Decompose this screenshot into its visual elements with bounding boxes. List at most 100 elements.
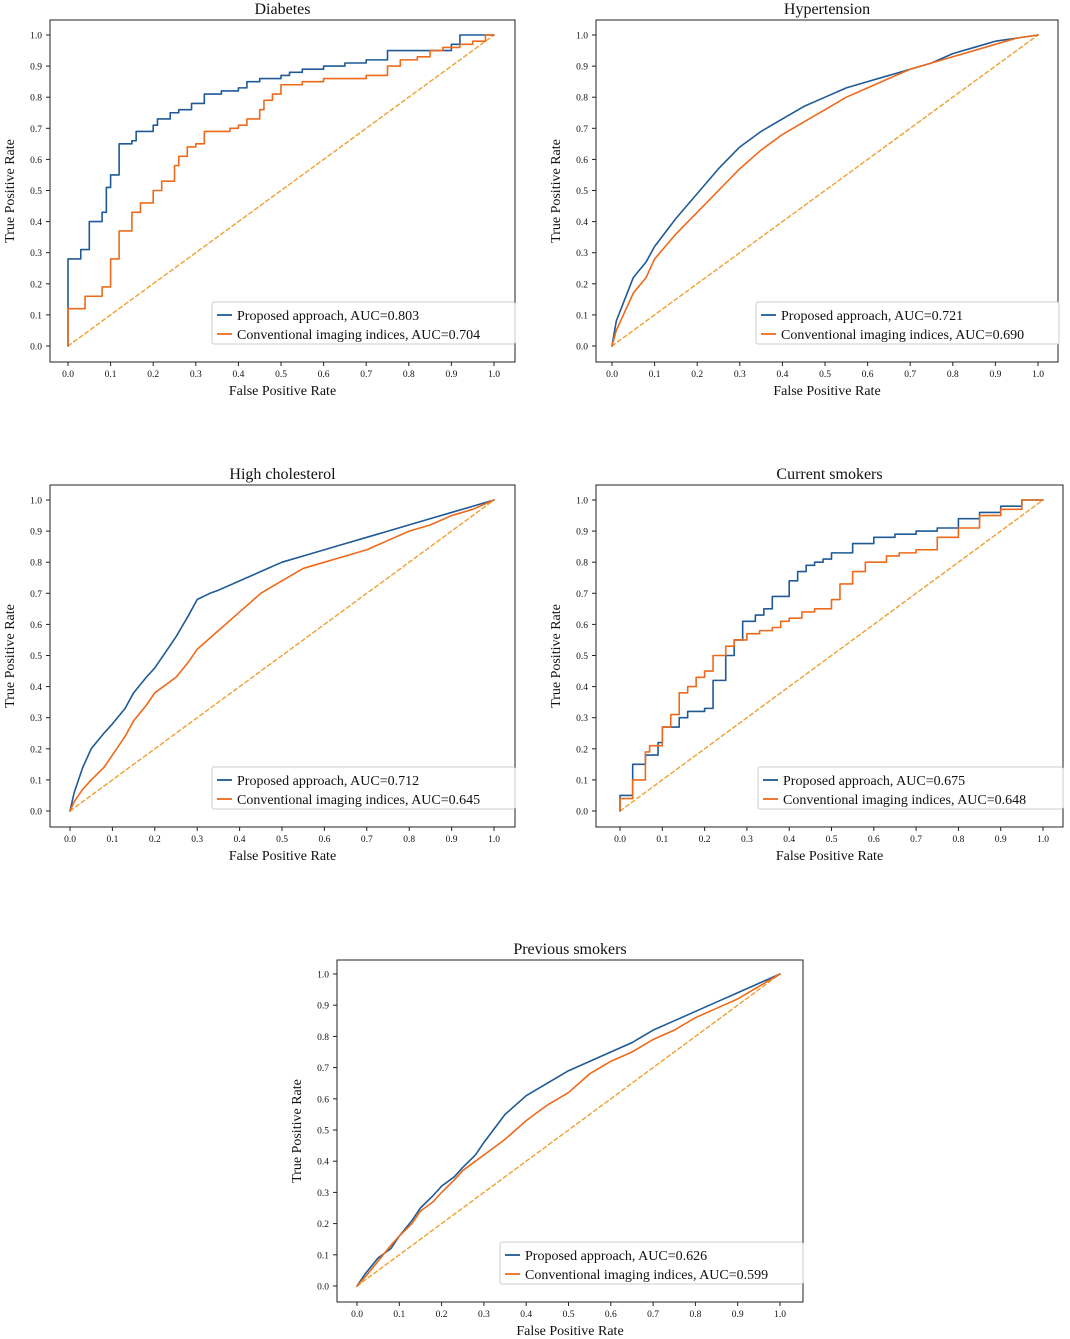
x-tick-label: 0.0 <box>62 370 74 380</box>
x-tick-label: 0.0 <box>614 835 626 845</box>
x-axis-label: False Positive Rate <box>229 384 336 399</box>
x-tick-label: 0.1 <box>105 370 117 380</box>
legend-entry: Proposed approach, AUC=0.803 <box>237 309 419 324</box>
legend-entry: Proposed approach, AUC=0.712 <box>237 774 419 789</box>
y-tick-label: 0.6 <box>576 621 588 631</box>
proposed-approach-curve <box>611 34 1039 347</box>
legend-box <box>211 766 516 810</box>
y-tick-label: 0.2 <box>30 280 42 290</box>
y-tick-label: 0.3 <box>30 249 42 259</box>
conventional-indices-curve <box>611 34 1039 347</box>
y-tick-label: 0.6 <box>30 621 42 631</box>
x-tick-label: 0.0 <box>351 1310 363 1320</box>
x-tick-label: 1.0 <box>1037 835 1049 845</box>
y-tick-label: 0.1 <box>30 311 42 321</box>
y-tick-label: 0.7 <box>576 125 588 135</box>
proposed-approach-curve <box>69 499 495 812</box>
y-tick-label: 0.7 <box>576 590 588 600</box>
x-tick-label: 0.2 <box>699 835 711 845</box>
y-tick-label: 0.2 <box>576 745 588 755</box>
y-tick-label: 1.0 <box>576 32 588 42</box>
x-tick-label: 1.0 <box>774 1310 786 1320</box>
legend-entry: Proposed approach, AUC=0.675 <box>783 774 965 789</box>
legend-box <box>757 766 1064 810</box>
x-tick-label: 1.0 <box>488 835 500 845</box>
chance-diagonal-line <box>69 499 495 812</box>
y-tick-label: 0.8 <box>30 559 42 569</box>
x-tick-label: 0.8 <box>403 835 415 845</box>
x-tick-label: 0.5 <box>275 370 287 380</box>
chart-title: High cholesterol <box>229 466 336 483</box>
chance-diagonal-line <box>619 499 1044 812</box>
y-axis-label: True Positive Rate <box>549 604 564 708</box>
y-tick-label: 0.0 <box>576 808 588 818</box>
x-tick-label: 0.5 <box>563 1310 575 1320</box>
x-tick-label: 0.0 <box>64 835 76 845</box>
chart-title: Hypertension <box>784 1 870 18</box>
x-tick-label: 0.3 <box>741 835 753 845</box>
legend-box <box>755 301 1060 345</box>
y-tick-label: 0.1 <box>576 311 588 321</box>
legend-entry: Conventional imaging indices, AUC=0.648 <box>783 793 1026 808</box>
y-tick-label: 0.3 <box>317 1189 329 1199</box>
y-tick-label: 0.5 <box>30 187 42 197</box>
y-tick-label: 0.0 <box>30 808 42 818</box>
x-tick-label: 0.4 <box>234 835 246 845</box>
y-tick-label: 0.1 <box>317 1251 329 1261</box>
x-tick-label: 0.7 <box>904 370 916 380</box>
x-tick-label: 0.7 <box>360 370 372 380</box>
x-tick-label: 0.2 <box>147 370 159 380</box>
y-tick-label: 0.9 <box>576 528 588 538</box>
x-tick-label: 0.4 <box>783 835 795 845</box>
y-tick-label: 0.6 <box>30 156 42 166</box>
roc-panel: Previous smokers 0.0 0.1 0.2 0.3 0.4 0.5 0.6 0.7… <box>290 941 804 1339</box>
y-axis-label: True Positive Rate <box>290 1079 305 1183</box>
x-tick-label: 0.4 <box>232 370 244 380</box>
chance-diagonal-line <box>356 973 781 1287</box>
roc-panel: Diabetes 0.0 0.1 0.2 0.3 0.4 0.5 0.6 0.7 0.8 0.9 1.… <box>3 1 516 399</box>
plot-frame <box>336 959 804 1303</box>
x-tick-label: 0.2 <box>436 1310 448 1320</box>
x-tick-label: 0.6 <box>862 370 874 380</box>
conventional-indices-curve <box>619 499 1044 812</box>
x-tick-label: 0.9 <box>732 1310 744 1320</box>
y-tick-label: 0.0 <box>576 343 588 353</box>
y-tick-label: 0.4 <box>317 1158 329 1168</box>
x-tick-label: 0.3 <box>190 370 202 380</box>
y-tick-label: 0.4 <box>30 683 42 693</box>
x-tick-label: 0.0 <box>606 370 618 380</box>
y-tick-label: 0.4 <box>576 218 588 228</box>
x-tick-label: 0.6 <box>318 370 330 380</box>
x-tick-label: 0.4 <box>520 1310 532 1320</box>
y-tick-label: 0.0 <box>30 343 42 353</box>
proposed-approach-curve <box>67 34 495 347</box>
x-tick-label: 0.6 <box>605 1310 617 1320</box>
x-tick-label: 0.2 <box>691 370 703 380</box>
y-tick-label: 0.2 <box>576 280 588 290</box>
roc-panel: Current smokers 0.0 0.1 0.2 0.3 0.4 0.5 0.6 0.7 0… <box>549 466 1064 864</box>
x-tick-label: 0.9 <box>989 370 1001 380</box>
chance-diagonal-line <box>67 34 495 347</box>
x-tick-label: 1.0 <box>1032 370 1044 380</box>
x-tick-label: 0.5 <box>276 835 288 845</box>
y-tick-label: 0.9 <box>30 528 42 538</box>
y-tick-label: 0.5 <box>576 187 588 197</box>
x-tick-label: 0.1 <box>106 835 118 845</box>
x-tick-label: 0.1 <box>656 835 668 845</box>
y-tick-label: 0.3 <box>576 714 588 724</box>
legend-box <box>499 1241 804 1285</box>
y-tick-label: 1.0 <box>30 32 42 42</box>
x-tick-label: 0.3 <box>191 835 203 845</box>
chance-diagonal-line <box>611 34 1039 347</box>
x-axis-label: False Positive Rate <box>773 384 880 399</box>
x-axis-label: False Positive Rate <box>516 1324 623 1339</box>
y-tick-label: 0.9 <box>576 63 588 73</box>
chart-title: Current smokers <box>776 466 882 483</box>
y-axis-label: True Positive Rate <box>549 139 564 243</box>
x-tick-label: 0.4 <box>776 370 788 380</box>
y-tick-label: 1.0 <box>576 497 588 507</box>
y-tick-label: 0.8 <box>576 559 588 569</box>
x-axis-label: False Positive Rate <box>776 849 883 864</box>
